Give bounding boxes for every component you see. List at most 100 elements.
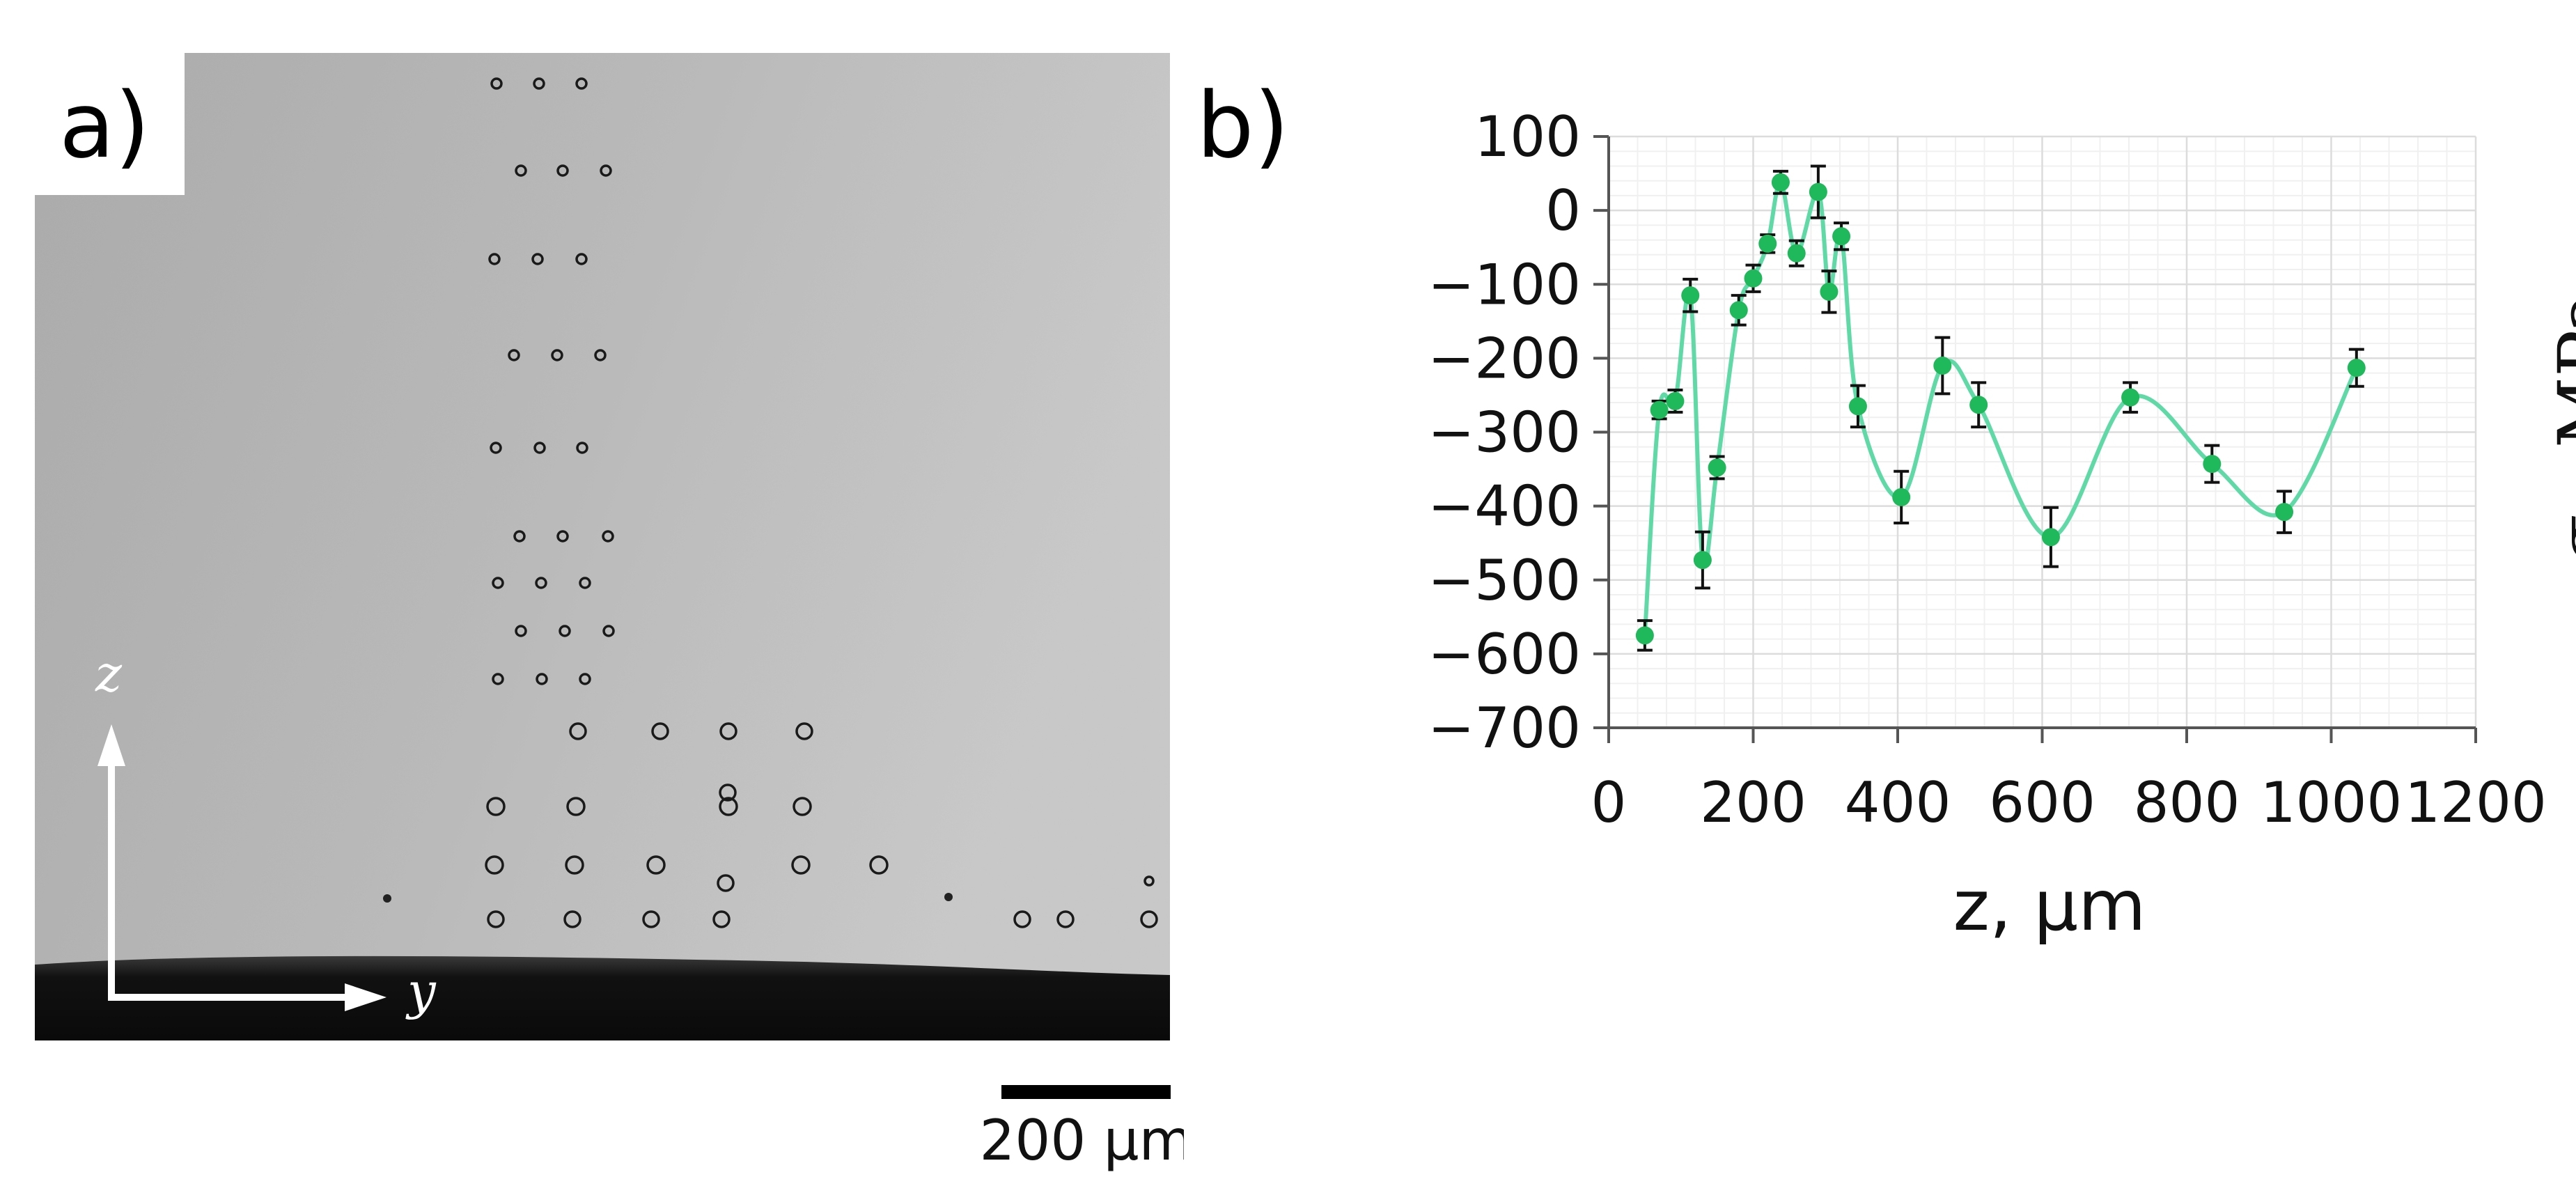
y-tick-label: −500 [1428,548,1581,613]
indent-mark [508,349,520,361]
indent-mark [536,673,548,685]
indent-mark [513,530,526,543]
indent-mark [535,577,547,589]
indent-mark [1143,875,1155,887]
y-axis-label: y [405,962,437,1020]
data-point [1969,396,1988,414]
indent-mark [602,530,614,543]
indent-mark [531,253,544,265]
indent-mark [575,77,588,90]
x-tick-label: 200 [1700,770,1806,835]
data-point [1744,269,1763,288]
y-tick-label: −300 [1428,400,1581,465]
indent-mark [719,783,737,802]
indent-mark [486,797,506,816]
data-point [1809,182,1827,201]
x-tick-label: 800 [2134,770,2240,835]
data-point [1635,626,1654,645]
indent-mark [492,577,504,589]
data-point [1832,227,1851,246]
indent-mark [869,855,889,875]
scale-bar-label: 200 µm [980,1108,1184,1173]
x-axis-label: z, µm [1953,865,2146,946]
data-point [2121,388,2140,407]
chart-axes [1593,135,2477,743]
indent-mark [1056,910,1075,928]
indent-mark [579,673,591,685]
data-point [1758,234,1777,253]
indent-mark [563,910,581,928]
indent-mark [487,910,505,928]
data-point [1729,301,1748,320]
panel-b-label: b) [1196,72,1289,178]
indent-mark [646,855,666,875]
data-point [1892,488,1911,506]
data-point [2347,359,2366,377]
data-point [1708,458,1726,477]
x-tick-label: 400 [1845,770,1951,835]
data-point [2041,528,2060,547]
data-point [1848,397,1867,416]
stress-chart: b) 0 200 400 600 800 1000 1200 1000−100−200−30… [1196,72,2576,946]
indent-mark [565,855,584,875]
indent-mark [642,910,660,928]
error-bars [1637,164,2364,652]
indent-mark [559,625,571,637]
indent-mark [651,722,669,740]
y-tick-label: −600 [1428,622,1581,687]
x-tick-label: 600 [1989,770,2095,835]
indent-mark [515,164,527,177]
data-point [1820,282,1839,301]
y-tick-labels: 100 0 −100 −200 −300 −400 −500 −600 −700 [1428,104,1581,761]
indent-array [485,77,1158,928]
y-axis-unit: , MPa [2543,292,2576,492]
y-arrowhead [345,983,387,1011]
micrograph-panel: z y a) 200 µm [0,0,1184,1173]
data-points [1635,173,2366,645]
y-tick-label: −700 [1428,696,1581,761]
data-point [1681,286,1700,305]
indent-mark [575,253,588,265]
indent-mark [551,349,563,361]
indent-mark [719,797,738,816]
indent-mark [490,442,502,454]
sample-surface [35,53,1170,979]
indent-mark [492,673,504,685]
data-point [1787,244,1806,263]
x-tick-labels: 0 200 400 600 800 1000 1200 [1591,770,2547,835]
indent-mark [795,722,813,740]
scale-bar [1001,1085,1171,1099]
y-axis-symbol: σ [2543,515,2576,565]
indent-mark [485,855,504,875]
z-axis-label: z [95,644,123,703]
indent-mark [533,442,546,454]
indent-mark [600,164,612,177]
indent-mark [791,855,811,875]
indent-mark [515,625,527,637]
indent-mark [793,797,812,816]
y-tick-label: −400 [1428,474,1581,539]
x-tick-label: 1000 [2261,770,2403,835]
indent-mark [556,164,569,177]
debris-spots [383,893,953,903]
z-arrowhead [97,724,125,766]
y-tick-label: 0 [1545,178,1581,243]
data-point [1693,551,1712,570]
indent-mark [490,77,503,90]
indent-mark [556,530,569,543]
indent-mark [576,442,588,454]
y-axis-label: σy, MPa [2543,292,2576,566]
y-tick-label: 100 [1474,104,1581,169]
sample-edge [35,956,1170,1040]
data-point [1771,173,1790,192]
x-tick-label: 1200 [2405,770,2547,835]
data-point [1666,391,1685,410]
top-backdrop [0,0,1184,53]
indent-mark [488,253,501,265]
data-point [2203,455,2222,474]
data-point [1933,356,1952,375]
indent-mark [533,77,545,90]
indent-mark [594,349,607,361]
panel-a-label: a) [59,72,150,178]
x-tick-label: 0 [1591,770,1627,835]
